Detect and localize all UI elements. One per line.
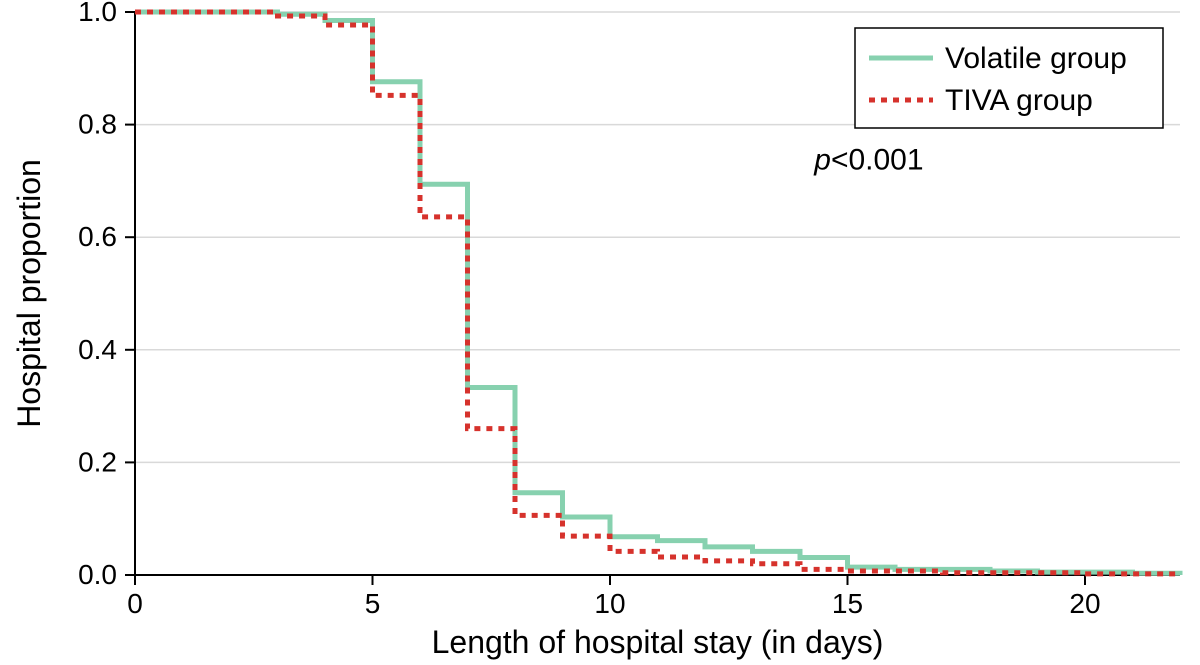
y-tick-label: 0.2 [78, 446, 117, 477]
x-axis-title: Length of hospital stay (in days) [432, 624, 884, 660]
y-tick-label: 0.8 [78, 109, 117, 140]
x-tick-label: 5 [365, 588, 381, 619]
x-tick-label: 0 [127, 588, 143, 619]
legend-label: TIVA group [945, 84, 1093, 117]
legend: Volatile group TIVA group [855, 28, 1163, 128]
x-tick-label: 10 [594, 588, 625, 619]
y-tick-label: 0.4 [78, 334, 117, 365]
km-chart: 0 5 10 15 20 0.0 0.2 0.4 0.6 0.8 1.0 Length of hosp… [0, 0, 1200, 665]
y-tick-label: 0.0 [78, 559, 117, 590]
y-axis-title: Hospital proportion [11, 159, 47, 428]
chart-svg: 0 5 10 15 20 0.0 0.2 0.4 0.6 0.8 1.0 Length of hosp… [0, 0, 1200, 665]
x-tick-label: 15 [832, 588, 863, 619]
y-tick-label: 0.6 [78, 221, 117, 252]
x-tick-label: 20 [1069, 588, 1100, 619]
legend-label: Volatile group [945, 42, 1127, 75]
y-tick-label: 1.0 [78, 0, 117, 27]
p-value-annotation: p<0.001 [813, 144, 923, 177]
